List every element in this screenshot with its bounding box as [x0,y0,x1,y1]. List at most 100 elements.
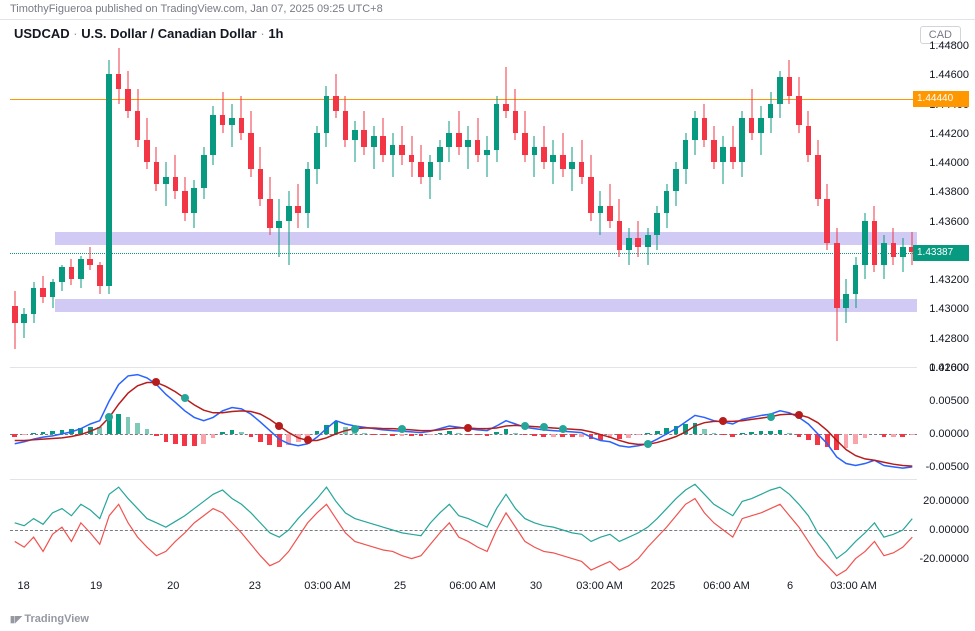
price-tick: 1.43000 [929,303,969,315]
candle [569,45,575,367]
candle [437,45,443,367]
candle [730,45,736,367]
price-tick: 1.44800 [929,40,969,52]
candle [409,45,415,367]
price-axis: 1.448001.446001.444001.442001.440001.438… [919,46,975,368]
candle [173,45,179,367]
site: TradingView.com [160,3,244,15]
candle [276,45,282,367]
candle [494,45,500,367]
time-tick: 25 [394,580,406,592]
candle [484,45,490,367]
candle [739,45,745,367]
candle [182,45,188,367]
time-tick: 30 [530,580,542,592]
price-tick: 1.44200 [929,128,969,140]
candle [59,45,65,367]
candle [862,45,868,367]
candle [475,45,481,367]
candle [777,45,783,367]
time-tick: 19 [90,580,102,592]
osc-tick: -20.00000 [919,553,969,565]
time-tick: 23 [249,580,261,592]
macd-dot [521,422,529,430]
candle [191,45,197,367]
osc-tick: 0.00000 [929,524,969,536]
macd-dot [181,394,189,402]
time-tick: 03:00 AM [576,580,622,592]
osc-up-line [15,484,913,558]
candle [399,45,405,367]
candle [87,45,93,367]
candle [343,45,349,367]
candle [446,45,452,367]
candle [135,45,141,367]
candle [787,45,793,367]
candle [891,45,897,367]
hline-price-label: 1.44440 [913,91,969,107]
candle [664,45,670,367]
candle [12,45,18,367]
time-tick: 03:00 AM [304,580,350,592]
macd-axis: 0.010000.005000.00000-0.00500 [919,368,975,480]
watermark-logo: ▮◤ TradingView [10,613,89,625]
macd-tick: 0.00500 [929,395,969,407]
candle [380,45,386,367]
candle [248,45,254,367]
candle [456,45,462,367]
candle [579,45,585,367]
candle [465,45,471,367]
macd-tick: 0.01000 [929,362,969,374]
macd-tick: -0.00500 [926,461,969,473]
macd-dot [351,425,359,433]
candle [239,45,245,367]
price-tick: 1.42800 [929,333,969,345]
time-tick: 18 [17,580,29,592]
time-tick: 06:00 AM [449,580,495,592]
candle [635,45,641,367]
candle [352,45,358,367]
candle [163,45,169,367]
candle [645,45,651,367]
macd-dot [767,413,775,421]
candle [305,45,311,367]
time-tick: 2025 [651,580,675,592]
candle [258,45,264,367]
time-tick: 06:00 AM [703,580,749,592]
candle [824,45,830,367]
time-tick: 6 [787,580,793,592]
candle [541,45,547,367]
oscillator-pane[interactable] [10,480,917,580]
candle [50,45,56,367]
osc-down-line [15,499,913,576]
symbol-desc: U.S. Dollar / Canadian Dollar [81,26,257,41]
candle [522,45,528,367]
candle [560,45,566,367]
candle [796,45,802,367]
candle [881,45,887,367]
candle [106,45,112,367]
candle [324,45,330,367]
candle [532,45,538,367]
candle [654,45,660,367]
candle [210,45,216,367]
publisher: TimothyFigueroa [10,3,92,15]
candle [598,45,604,367]
candle [513,45,519,367]
candle [361,45,367,367]
macd-dot [105,413,113,421]
price-chart-pane[interactable] [10,46,917,368]
time-tick: 03:00 AM [830,580,876,592]
candle [607,45,613,367]
macd-dot [398,425,406,433]
macd-tick: 0.00000 [929,428,969,440]
macd-line [15,375,913,469]
candle [550,45,556,367]
candle [617,45,623,367]
candle [97,45,103,367]
candle [125,45,131,367]
candle [333,45,339,367]
macd-dot [795,411,803,419]
macd-pane[interactable] [10,368,917,480]
ticker: USDCAD [14,26,70,41]
